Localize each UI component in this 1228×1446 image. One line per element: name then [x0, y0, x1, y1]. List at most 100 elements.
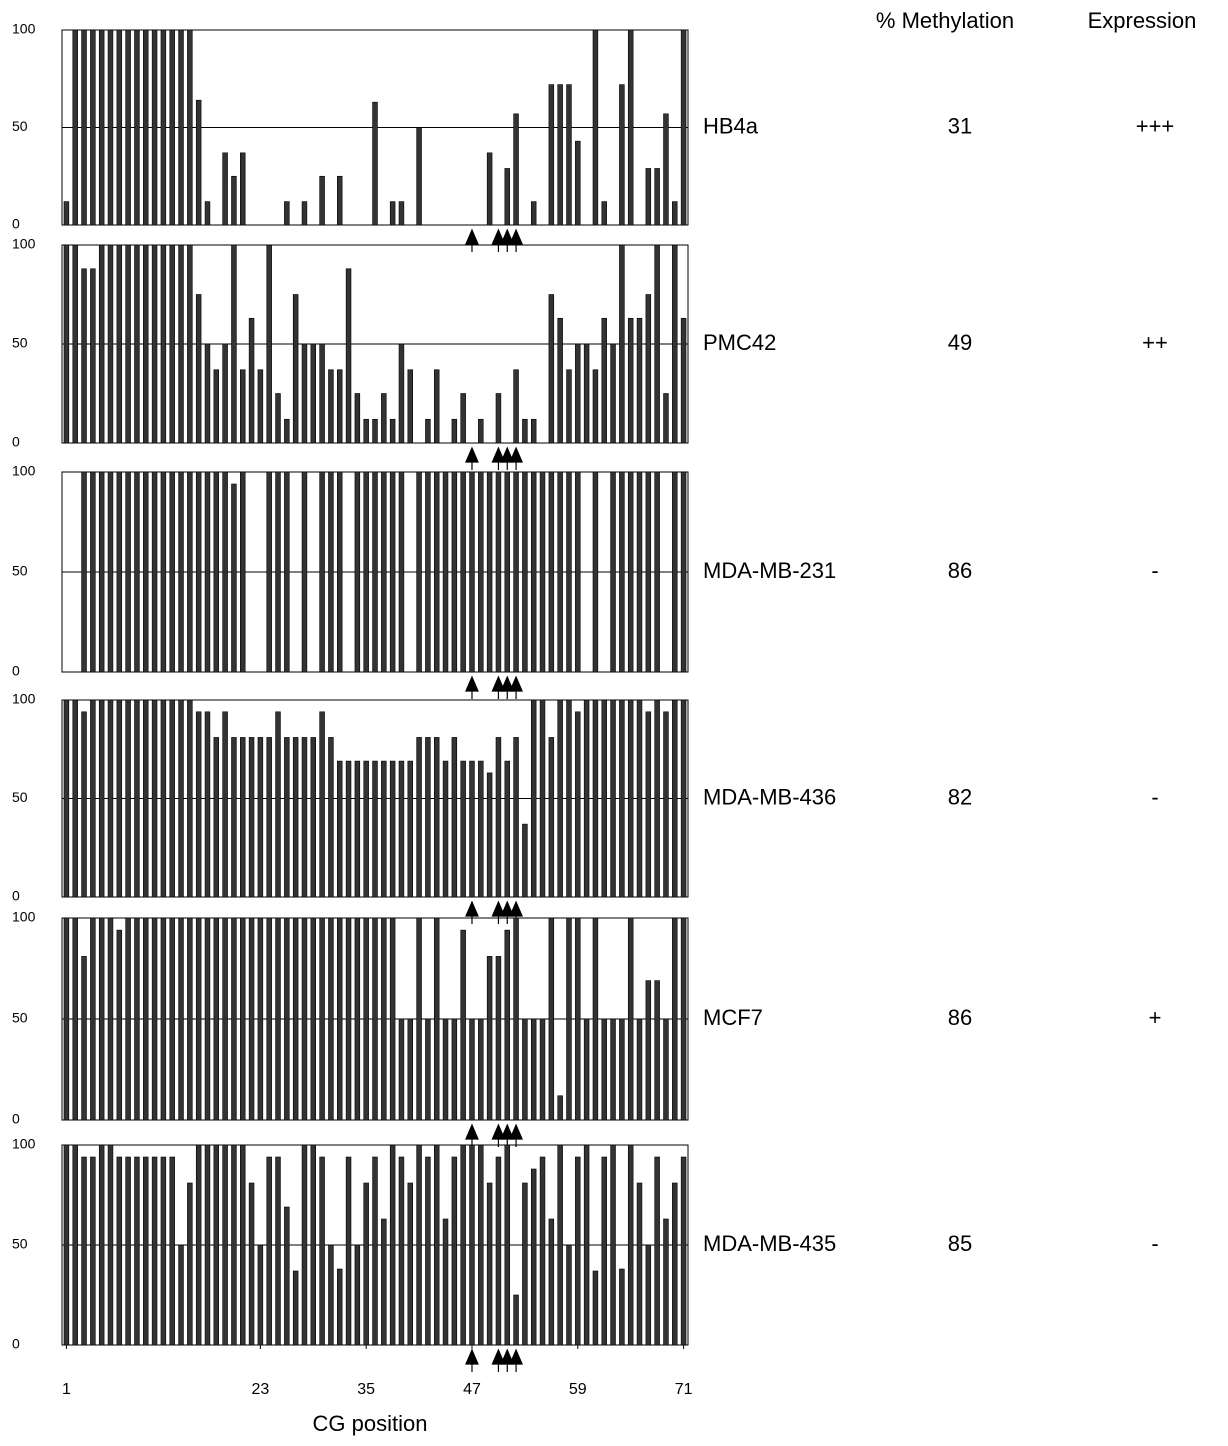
bar: [310, 1144, 317, 1346]
bar: [187, 917, 193, 1121]
bar: [610, 1018, 616, 1121]
bar: [231, 917, 237, 1121]
bar: [451, 1018, 458, 1121]
bar: [134, 471, 140, 673]
bar: [548, 294, 555, 444]
bar: [81, 29, 87, 226]
bar: [663, 1218, 669, 1346]
sample-label: MDA-MB-436: [703, 784, 836, 809]
bar: [275, 471, 281, 673]
bar: [672, 917, 678, 1121]
bar: [354, 393, 361, 444]
bar: [143, 1156, 149, 1346]
bar: [178, 699, 184, 898]
bar: [433, 917, 440, 1121]
bar: [645, 1244, 652, 1346]
bar: [116, 699, 123, 898]
bar: [204, 711, 211, 898]
bar: [81, 956, 87, 1121]
bar: [460, 1144, 466, 1346]
bar: [160, 244, 167, 444]
bar: [107, 471, 114, 673]
bar: [601, 1156, 607, 1346]
bar: [460, 471, 466, 673]
bar: [204, 917, 211, 1121]
bar: [90, 268, 96, 444]
bar: [231, 1144, 237, 1346]
sample-label: MDA-MB-231: [703, 558, 836, 583]
bar: [636, 1182, 643, 1346]
bar: [90, 917, 96, 1121]
bar: [486, 152, 493, 226]
bar: [134, 29, 140, 226]
bar: [292, 294, 299, 444]
bar: [601, 201, 607, 226]
bar: [381, 1218, 387, 1346]
expression-value: ++: [1142, 330, 1168, 355]
bar: [195, 711, 202, 898]
bar: [636, 317, 643, 444]
bar: [654, 699, 660, 898]
bar: [389, 201, 396, 226]
bar: [636, 471, 643, 673]
bar: [583, 1018, 590, 1121]
bar: [425, 1018, 431, 1121]
bar: [248, 917, 255, 1121]
bar: [619, 84, 625, 226]
y-tick-label: 0: [12, 434, 20, 450]
bar: [672, 699, 678, 898]
bar: [160, 29, 167, 226]
bar: [478, 418, 484, 444]
bar: [522, 1018, 528, 1121]
bar: [627, 29, 634, 226]
arrow-marker: [509, 446, 523, 470]
bar: [495, 1156, 502, 1346]
arrow-marker: [500, 900, 515, 924]
bar: [169, 29, 175, 226]
bar: [627, 699, 634, 898]
bar: [240, 152, 246, 226]
bar: [275, 1156, 281, 1346]
bar: [495, 737, 502, 898]
y-tick-label: 50: [12, 335, 28, 351]
bar: [284, 917, 290, 1121]
arrow-marker: [465, 900, 479, 924]
bar: [222, 152, 228, 226]
x-tick-label: 59: [569, 1381, 587, 1398]
bar: [98, 471, 105, 673]
bar: [213, 1144, 220, 1346]
bar: [90, 471, 96, 673]
bar: [240, 917, 246, 1121]
bar: [284, 737, 290, 898]
bar: [654, 980, 660, 1121]
bar: [275, 917, 281, 1121]
bar: [398, 1156, 405, 1346]
bar: [222, 343, 228, 444]
arrow-marker: [491, 675, 506, 699]
bar: [301, 343, 308, 444]
bar: [337, 1268, 343, 1346]
bar: [381, 393, 387, 444]
bar: [513, 1294, 519, 1346]
bar: [266, 471, 272, 673]
bar: [178, 244, 184, 444]
bar: [513, 369, 519, 444]
bar: [319, 471, 325, 673]
expression-value: +: [1149, 1005, 1162, 1030]
bar: [636, 1018, 643, 1121]
bar: [81, 268, 87, 444]
bar: [345, 268, 352, 444]
bar: [680, 917, 687, 1121]
bar: [72, 699, 78, 898]
bar: [654, 244, 660, 444]
bar: [284, 418, 290, 444]
bar: [522, 418, 528, 444]
bar: [257, 1244, 264, 1346]
bar: [389, 917, 396, 1121]
bar: [557, 699, 563, 898]
bar: [486, 1182, 493, 1346]
bar: [169, 917, 175, 1121]
bar: [548, 737, 555, 898]
bar: [460, 760, 466, 898]
arrow-marker: [509, 1123, 523, 1147]
